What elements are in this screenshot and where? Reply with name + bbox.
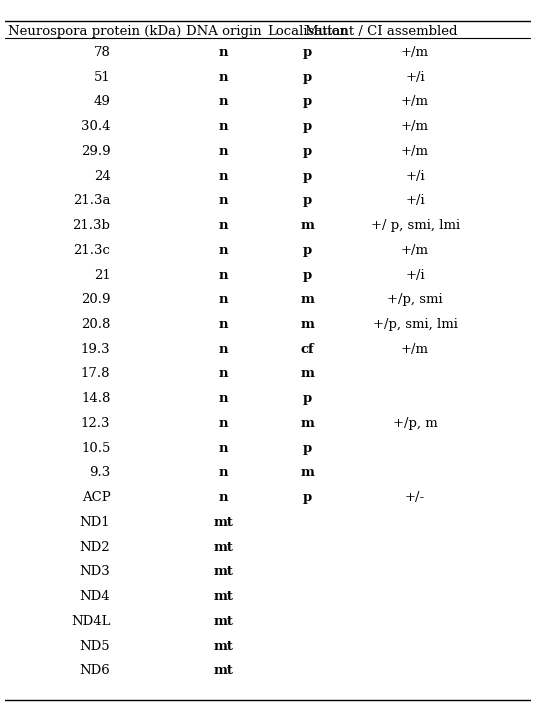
Text: ND5: ND5	[80, 640, 110, 653]
Text: 78: 78	[94, 46, 110, 59]
Text: mt: mt	[213, 516, 233, 529]
Text: ND1: ND1	[80, 516, 110, 529]
Text: +/i: +/i	[405, 194, 425, 208]
Text: p: p	[303, 95, 312, 108]
Text: 12.3: 12.3	[81, 417, 110, 430]
Text: 21: 21	[94, 269, 110, 282]
Text: +/i: +/i	[405, 269, 425, 282]
Text: n: n	[219, 442, 228, 454]
Text: +/i: +/i	[405, 70, 425, 84]
Text: mt: mt	[213, 615, 233, 628]
Text: mt: mt	[213, 640, 233, 653]
Text: p: p	[303, 170, 312, 183]
Text: +/m: +/m	[401, 95, 429, 108]
Text: 14.8: 14.8	[81, 392, 110, 405]
Text: 21.3a: 21.3a	[73, 194, 110, 208]
Text: m: m	[301, 466, 314, 479]
Text: p: p	[303, 491, 312, 504]
Text: m: m	[301, 318, 314, 331]
Text: n: n	[219, 368, 228, 380]
Text: m: m	[301, 368, 314, 380]
Text: 21.3c: 21.3c	[73, 244, 110, 257]
Text: +/m: +/m	[401, 244, 429, 257]
Text: Neurospora protein (kDa): Neurospora protein (kDa)	[8, 25, 181, 38]
Text: +/m: +/m	[401, 343, 429, 356]
Text: +/-: +/-	[405, 491, 425, 504]
Text: Mutant / CI assembled: Mutant / CI assembled	[304, 25, 457, 38]
Text: p: p	[303, 269, 312, 282]
Text: p: p	[303, 46, 312, 59]
Text: 49: 49	[94, 95, 110, 108]
Text: ND4: ND4	[80, 590, 110, 603]
Text: n: n	[219, 466, 228, 479]
Text: Localisation: Localisation	[267, 25, 348, 38]
Text: m: m	[301, 293, 314, 306]
Text: mt: mt	[213, 540, 233, 554]
Text: +/p, smi, lmi: +/p, smi, lmi	[373, 318, 458, 331]
Text: +/m: +/m	[401, 145, 429, 158]
Text: p: p	[303, 145, 312, 158]
Text: p: p	[303, 244, 312, 257]
Text: +/p, smi: +/p, smi	[388, 293, 443, 306]
Text: n: n	[219, 293, 228, 306]
Text: n: n	[219, 46, 228, 59]
Text: 9.3: 9.3	[89, 466, 110, 479]
Text: mt: mt	[213, 590, 233, 603]
Text: +/ p, smi, lmi: +/ p, smi, lmi	[370, 219, 460, 232]
Text: n: n	[219, 120, 228, 133]
Text: 29.9: 29.9	[81, 145, 110, 158]
Text: 20.9: 20.9	[81, 293, 110, 306]
Text: n: n	[219, 318, 228, 331]
Text: 30.4: 30.4	[81, 120, 110, 133]
Text: n: n	[219, 343, 228, 356]
Text: mt: mt	[213, 664, 233, 678]
Text: 19.3: 19.3	[81, 343, 110, 356]
Text: n: n	[219, 194, 228, 208]
Text: cf: cf	[301, 343, 314, 356]
Text: 24: 24	[94, 170, 110, 183]
Text: n: n	[219, 70, 228, 84]
Text: 51: 51	[94, 70, 110, 84]
Text: 21.3b: 21.3b	[72, 219, 110, 232]
Text: n: n	[219, 244, 228, 257]
Text: +/i: +/i	[405, 170, 425, 183]
Text: p: p	[303, 442, 312, 454]
Text: +/m: +/m	[401, 120, 429, 133]
Text: 10.5: 10.5	[81, 442, 110, 454]
Text: +/m: +/m	[401, 46, 429, 59]
Text: n: n	[219, 219, 228, 232]
Text: p: p	[303, 194, 312, 208]
Text: n: n	[219, 145, 228, 158]
Text: m: m	[301, 219, 314, 232]
Text: m: m	[301, 417, 314, 430]
Text: DNA origin: DNA origin	[185, 25, 261, 38]
Text: ND2: ND2	[80, 540, 110, 554]
Text: n: n	[219, 95, 228, 108]
Text: 17.8: 17.8	[81, 368, 110, 380]
Text: +/p, m: +/p, m	[393, 417, 437, 430]
Text: ND4L: ND4L	[71, 615, 110, 628]
Text: p: p	[303, 120, 312, 133]
Text: n: n	[219, 491, 228, 504]
Text: n: n	[219, 392, 228, 405]
Text: p: p	[303, 70, 312, 84]
Text: n: n	[219, 269, 228, 282]
Text: mt: mt	[213, 565, 233, 578]
Text: n: n	[219, 417, 228, 430]
Text: ND3: ND3	[80, 565, 110, 578]
Text: 20.8: 20.8	[81, 318, 110, 331]
Text: p: p	[303, 392, 312, 405]
Text: n: n	[219, 170, 228, 183]
Text: ACP: ACP	[81, 491, 110, 504]
Text: ND6: ND6	[80, 664, 110, 678]
